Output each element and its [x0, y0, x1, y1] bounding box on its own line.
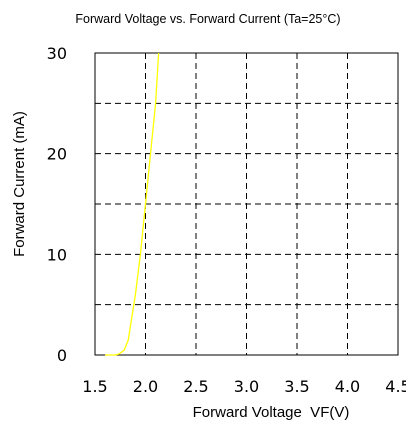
grid — [95, 53, 398, 355]
x-tick-label-3: 3.0 — [234, 377, 259, 396]
x-tick-label-6: 4.5 — [385, 377, 406, 396]
y-axis-label: Forward Current (mA) — [11, 111, 28, 257]
x-tick-label-4: 3.5 — [284, 377, 309, 396]
plot-frame — [94, 52, 399, 356]
series-layer — [105, 52, 160, 356]
y-tick-label-1: 10 — [47, 245, 67, 264]
chart-title: Forward Voltage vs. Forward Current (Ta=… — [75, 12, 340, 26]
y-tick-label-0: 0 — [57, 346, 67, 365]
y-tick-label-2: 20 — [47, 145, 67, 164]
y-tick-labels: 0 10 20 30 — [47, 44, 67, 365]
x-axis-label: Forward Voltage VF(V) — [193, 404, 350, 421]
x-tick-label-2: 2.5 — [183, 377, 208, 396]
x-tick-labels: 1.5 2.0 2.5 3.0 3.5 4.0 4.5 — [82, 377, 406, 396]
series-line-0 — [105, 52, 160, 356]
x-tick-label-1: 2.0 — [133, 377, 158, 396]
x-tick-label-5: 4.0 — [335, 377, 360, 396]
x-tick-label-0: 1.5 — [82, 377, 107, 396]
y-tick-label-3: 30 — [47, 44, 67, 63]
